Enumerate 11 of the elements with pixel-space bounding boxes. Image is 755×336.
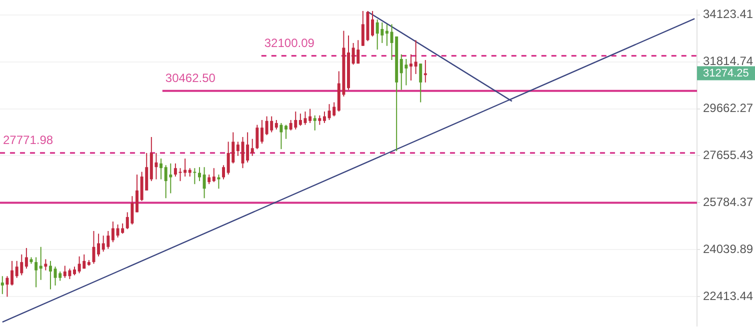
y-tick-label: 24039.89	[703, 242, 754, 256]
text: 31274.25	[703, 67, 749, 80]
ref-line-label: 32100.09	[264, 36, 315, 50]
y-tick-label: 27655.43	[703, 148, 754, 162]
y-tick-label: 29662.27	[703, 101, 754, 116]
y-tick-label: 34123.41	[703, 7, 754, 22]
ref-line-label: 30462.50	[165, 71, 216, 86]
y-tick-label: 25784.37	[703, 195, 754, 210]
y-tick-label: 22413.44	[703, 288, 754, 303]
ref-line-label: 27771.98	[3, 133, 54, 148]
y-tick-label: 31814.74	[703, 54, 754, 68]
